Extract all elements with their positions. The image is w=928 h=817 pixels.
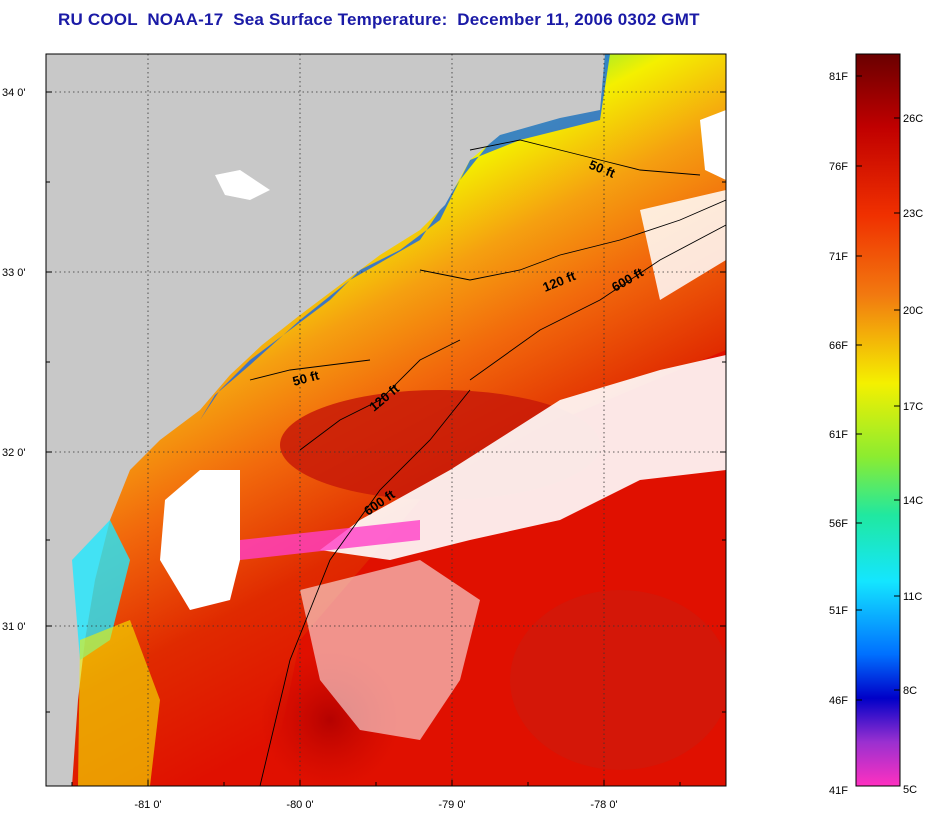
coastline-land	[46, 54, 605, 786]
map-frame	[45, 53, 727, 787]
contour-600ft-north	[469, 224, 726, 381]
cb-label-76f: 76F	[829, 161, 848, 173]
contour-120ft-south	[299, 339, 461, 451]
cloud-mask-edge	[700, 110, 726, 180]
lat-label-34: 34 0'	[2, 87, 26, 99]
colorbar-ticks	[856, 75, 900, 701]
cb-label-20c: 20C	[903, 305, 923, 317]
colorbar-celsius-labels: 26C 23C 20C 17C 14C 11C 8C 5C	[903, 113, 923, 796]
coastal-yellow-water	[78, 620, 160, 786]
cloud-mask-south	[300, 560, 480, 740]
lon-label-80: -80 0'	[286, 799, 313, 811]
map-title: RU COOL NOAA-17 Sea Surface Temperature:…	[58, 10, 700, 29]
cb-label-5c: 5C	[903, 784, 917, 796]
lat-label-32: 32 0'	[2, 447, 26, 459]
cb-label-71f: 71F	[829, 251, 848, 263]
cb-label-51f: 51F	[829, 605, 848, 617]
lon-label-81: -81 0'	[134, 799, 161, 811]
cb-label-11c: 11C	[903, 591, 922, 603]
contour-120ft-north	[419, 199, 726, 281]
graticule	[46, 54, 726, 786]
cb-label-26c: 26C	[903, 113, 923, 125]
contour-50ft-north	[469, 139, 701, 176]
sst-map: 50 ft 120 ft 600 ft 50 ft 120 ft 600 ft	[46, 54, 726, 786]
lon-label-78: -78 0'	[590, 799, 617, 811]
contour-50ft-south	[249, 359, 371, 381]
axis-ticks	[46, 91, 726, 786]
contour-600ft-south	[259, 389, 471, 786]
colorbar-scale	[855, 53, 901, 787]
cb-label-81f: 81F	[829, 71, 848, 83]
cb-label-46f: 46F	[829, 695, 848, 707]
cloud-patch-land	[215, 170, 270, 200]
cb-label-17c: 17C	[903, 401, 923, 413]
colorbar: 81F 76F 71F 66F 61F 56F 51F 46F 41F 26C …	[829, 53, 923, 797]
eddy-region	[510, 590, 726, 770]
cb-label-66f: 66F	[829, 340, 848, 352]
cloud-mask-offshore	[320, 355, 726, 560]
contour-label-50ft-south: 50 ft	[291, 367, 321, 389]
colorbar-fahrenheit-labels: 81F 76F 71F 66F 61F 56F 51F 46F 41F	[829, 71, 848, 797]
cb-label-23c: 23C	[903, 208, 923, 220]
cb-label-14c: 14C	[903, 495, 923, 507]
cb-label-56f: 56F	[829, 518, 848, 530]
cb-label-61f: 61F	[829, 429, 848, 441]
cloud-mask-coastal	[160, 470, 240, 610]
cloud-mask-northeast	[640, 190, 726, 300]
lat-label-33: 33 0'	[2, 267, 26, 279]
coastal-cyan-water	[72, 520, 130, 660]
cloud-edge-magenta	[240, 520, 420, 560]
cb-label-8c: 8C	[903, 685, 917, 697]
lon-label-79: -79 0'	[438, 799, 465, 811]
cb-label-41f: 41F	[829, 785, 848, 797]
lat-label-31: 31 0'	[2, 621, 26, 633]
